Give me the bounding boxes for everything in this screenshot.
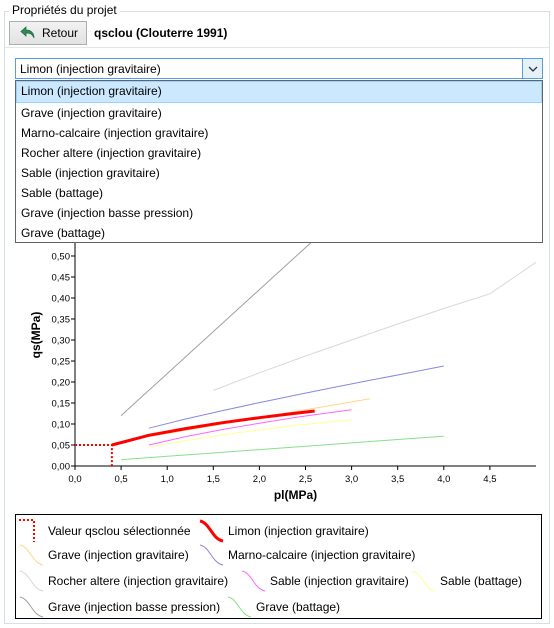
legend-item-label: Sable (injection gravitaire) <box>270 574 409 588</box>
y-tick-label: 0,00 <box>52 462 71 473</box>
legend-item-label: Grave (injection basse pression) <box>48 600 221 614</box>
y-tick-label: 0,10 <box>52 420 71 431</box>
legend-item: Sable (battage) <box>408 567 522 595</box>
dropdown-option[interactable]: Grave (injection basse pression) <box>21 206 194 220</box>
x-tick-label: 3,5 <box>391 474 404 485</box>
legend-item: Limon (injection gravitaire) <box>196 517 369 545</box>
y-tick-label: 0,05 <box>52 441 71 452</box>
soil-type-combobox[interactable]: Limon (injection gravitaire) <box>15 58 543 79</box>
legend-item: Grave (injection basse pression) <box>16 593 220 621</box>
selected-value-marker <box>75 444 113 466</box>
legend-item-label: Rocher altere (injection gravitaire) <box>48 574 229 588</box>
y-tick-label: 0,30 <box>52 336 71 347</box>
series-line <box>148 419 352 448</box>
x-tick-label: 2,5 <box>299 474 312 485</box>
dropdown-option[interactable]: Rocher altere (injection gravitaire) <box>21 146 202 160</box>
series-line <box>213 261 536 391</box>
y-axis-label: qs(MPa) <box>29 312 43 359</box>
series-line <box>111 409 315 447</box>
y-tick-label: 0,50 <box>52 252 71 263</box>
combobox-selected-value: Limon (injection gravitaire) <box>20 62 161 76</box>
x-tick-label: 2,0 <box>253 474 266 485</box>
legend-item: Rocher altere (injection gravitaire) <box>16 567 228 595</box>
x-tick-label: 1,5 <box>207 474 220 485</box>
chevron-down-icon[interactable] <box>522 59 542 78</box>
y-tick-label: 0,40 <box>52 294 71 305</box>
y-tick-label: 0,35 <box>52 315 71 326</box>
x-axis-label: pl(MPa) <box>274 488 317 502</box>
toolbar-divider <box>5 47 549 48</box>
dropdown-option[interactable]: Limon (injection gravitaire) <box>16 81 542 103</box>
legend-item-label: Marno-calcaire (injection gravitaire) <box>228 548 416 562</box>
dropdown-option[interactable]: Sable (injection gravitaire) <box>21 166 160 180</box>
x-tick-label: 0,0 <box>68 474 81 485</box>
dropdown-option[interactable]: Marno-calcaire (injection gravitaire) <box>21 126 209 140</box>
back-button-label: Retour <box>42 26 79 40</box>
x-tick-label: 1,0 <box>161 474 174 485</box>
y-tick-label: 0,25 <box>52 357 71 368</box>
legend-item-label: Grave (battage) <box>256 600 341 614</box>
y-tick-label: 0,45 <box>52 273 71 284</box>
project-name: qsclou (Clouterre 1991) <box>94 26 228 40</box>
series-line <box>121 435 444 461</box>
legend-item-label: Valeur qsclou sélectionnée <box>48 524 191 538</box>
legend-item: Grave (battage) <box>224 593 340 621</box>
groupbox-title: Propriétés du projet <box>9 3 120 17</box>
legend-item: Valeur qsclou sélectionnée <box>16 517 191 545</box>
y-tick-label: 0,15 <box>52 399 71 410</box>
y-tick-label: 0,20 <box>52 378 71 389</box>
x-tick-label: 4,0 <box>437 474 450 485</box>
legend-item: Marno-calcaire (injection gravitaire) <box>196 541 415 569</box>
x-tick-label: 3,0 <box>345 474 358 485</box>
series-line <box>148 409 352 446</box>
dropdown-option[interactable]: Sable (battage) <box>21 186 104 200</box>
soil-type-dropdown-list[interactable]: Limon (injection gravitaire) Grave (injec… <box>15 80 543 243</box>
legend-item: Grave (injection gravitaire) <box>16 541 189 569</box>
dropdown-option[interactable]: Grave (injection gravitaire) <box>21 106 162 120</box>
project-properties-groupbox <box>4 11 550 624</box>
series-line <box>148 365 444 429</box>
x-tick-label: 0,5 <box>114 474 127 485</box>
back-arrow-icon <box>20 26 35 39</box>
plot-area <box>75 235 536 466</box>
legend-item-label: Grave (injection gravitaire) <box>48 548 189 562</box>
dropdown-option[interactable]: Grave (battage) <box>21 226 106 240</box>
legend-item: Sable (injection gravitaire) <box>238 567 409 595</box>
legend-item-label: Sable (battage) <box>440 574 523 588</box>
x-tick-label: 4,5 <box>483 474 496 485</box>
chart-legend: Valeur qsclou sélectionnée Limon (injecti… <box>15 514 542 619</box>
back-button[interactable]: Retour <box>9 21 87 45</box>
series-line <box>120 235 321 416</box>
legend-item-label: Limon (injection gravitaire) <box>228 524 369 538</box>
